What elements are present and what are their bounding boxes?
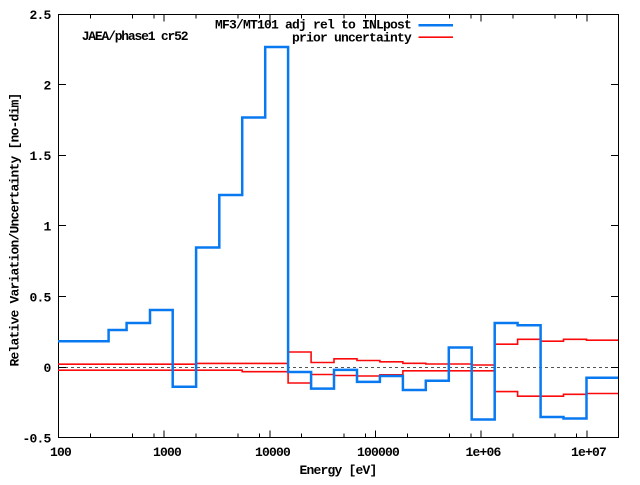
svg-text:0: 0 xyxy=(43,361,51,376)
svg-text:1e+07: 1e+07 xyxy=(571,445,606,460)
svg-text:Relative Variation/Uncertainty: Relative Variation/Uncertainty [no-dim] xyxy=(8,93,23,366)
svg-text:1000: 1000 xyxy=(153,445,182,460)
svg-text:2: 2 xyxy=(43,79,51,94)
svg-text:-0.5: -0.5 xyxy=(22,432,51,447)
svg-text:10000: 10000 xyxy=(255,445,291,460)
svg-text:2.5: 2.5 xyxy=(29,8,51,23)
svg-text:1e+06: 1e+06 xyxy=(465,445,501,460)
svg-text:JAEA/phase1 cr52: JAEA/phase1 cr52 xyxy=(82,29,189,44)
svg-text:100: 100 xyxy=(50,445,72,460)
svg-text:1.5: 1.5 xyxy=(29,149,51,164)
svg-text:MF3/MT101 adj rel to INLpost: MF3/MT101 adj rel to INLpost xyxy=(215,18,411,33)
svg-text:1: 1 xyxy=(43,220,51,235)
svg-text:prior uncertainty: prior uncertainty xyxy=(292,31,412,46)
svg-text:0.5: 0.5 xyxy=(29,291,51,306)
svg-text:100000: 100000 xyxy=(357,445,400,460)
svg-text:Energy [eV]: Energy [eV] xyxy=(299,463,376,478)
